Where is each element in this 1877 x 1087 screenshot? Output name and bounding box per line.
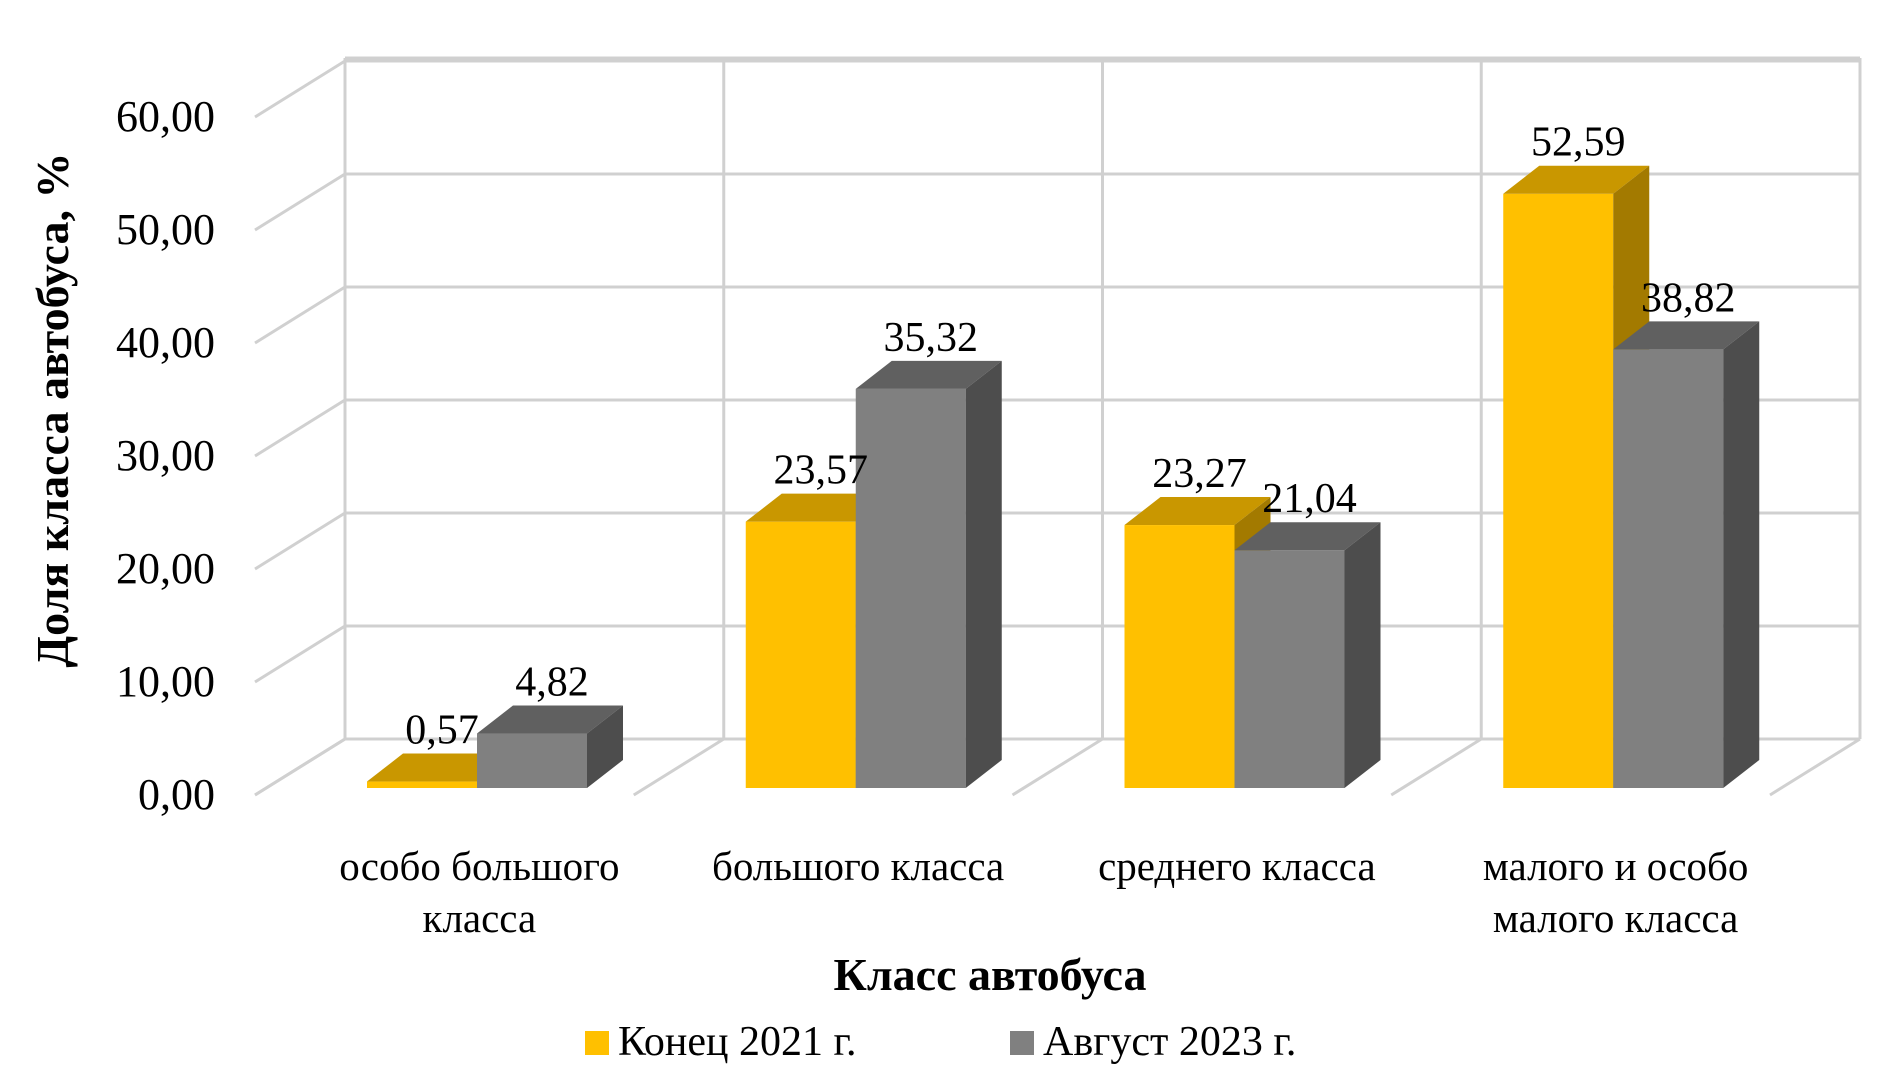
bar-avgust-2023	[1613, 321, 1760, 788]
bar-avgust-2023	[855, 360, 1002, 788]
y-tick-label: 10,00	[116, 657, 215, 706]
bar-top	[1124, 497, 1271, 526]
category-labels: особо большого класса большого класса средн…	[339, 843, 1748, 941]
data-label: 23,27	[1152, 451, 1247, 497]
bar-front	[1503, 193, 1614, 788]
legend-label: Конец 2021 г.	[618, 1019, 857, 1065]
data-label: 21,04	[1262, 476, 1357, 522]
bar-top	[1613, 321, 1760, 350]
bar-front	[1234, 550, 1345, 788]
y-axis-ticks: 0,00 10,00 20,00 30,00 40,00 50,00 60,00	[116, 92, 215, 819]
bar-front	[367, 781, 477, 788]
bar-front	[855, 388, 966, 788]
x-axis-title: Класс автобуса	[834, 949, 1147, 1000]
y-tick-label: 0,00	[138, 770, 215, 819]
data-label: 0,57	[405, 708, 479, 754]
data-labels: 0,57 4,82 23,57 35,32 23,27 21,04 52,59 38,82	[405, 120, 1735, 754]
y-tick-label: 60,00	[116, 92, 215, 141]
category-label: малого и особо	[1483, 843, 1749, 889]
bar-front	[1613, 349, 1724, 788]
bar-top	[1234, 522, 1381, 551]
bar-front	[477, 733, 587, 788]
data-label: 23,57	[774, 448, 869, 494]
floor-line	[1390, 737, 1483, 797]
bar-top	[855, 360, 1002, 389]
gridline-side	[254, 285, 346, 345]
category-label: большого класса	[712, 843, 1004, 889]
floor-line	[632, 737, 725, 797]
bar-front	[1124, 525, 1235, 788]
y-tick-label: 20,00	[116, 544, 215, 593]
legend-label: Август 2023 г.	[1043, 1019, 1296, 1065]
bar-avgust-2023	[477, 705, 623, 788]
legend-swatch	[1010, 1031, 1034, 1055]
data-label: 35,32	[884, 315, 979, 361]
category-label: малого класса	[1493, 895, 1738, 941]
y-axis-title: Доля класса автобуса, %	[27, 153, 78, 668]
bar-side	[1723, 321, 1760, 788]
y-tick-label: 40,00	[116, 318, 215, 367]
bar-top	[367, 753, 513, 782]
grid	[254, 56, 1862, 797]
gridline-side	[254, 624, 346, 684]
bar-side	[1344, 522, 1381, 788]
data-label: 4,82	[515, 660, 589, 706]
category-label: класса	[423, 895, 537, 941]
floor-line	[1011, 737, 1104, 797]
gridline-side	[254, 398, 346, 458]
gridline-side	[254, 511, 346, 571]
bar-top	[477, 705, 623, 734]
bar-side	[965, 360, 1002, 788]
bar-side	[587, 705, 623, 788]
y-tick-label: 50,00	[116, 205, 215, 254]
y-tick-label: 30,00	[116, 431, 215, 480]
data-label: 38,82	[1641, 275, 1736, 321]
bar-top	[1503, 165, 1650, 194]
gridline-side	[254, 172, 346, 232]
category-label: особо большого	[339, 843, 619, 889]
floor-line	[254, 737, 346, 797]
legend: Конец 2021 г. Август 2023 г.	[585, 1019, 1296, 1065]
data-label: 52,59	[1531, 120, 1626, 166]
bars	[367, 165, 1760, 788]
category-label: среднего класса	[1098, 843, 1376, 889]
gridline-side	[254, 59, 346, 119]
bar-avgust-2023	[1234, 522, 1381, 788]
legend-swatch	[585, 1031, 609, 1055]
bar-top	[745, 493, 892, 522]
bar-front	[745, 521, 856, 788]
floor-line	[1769, 737, 1861, 797]
